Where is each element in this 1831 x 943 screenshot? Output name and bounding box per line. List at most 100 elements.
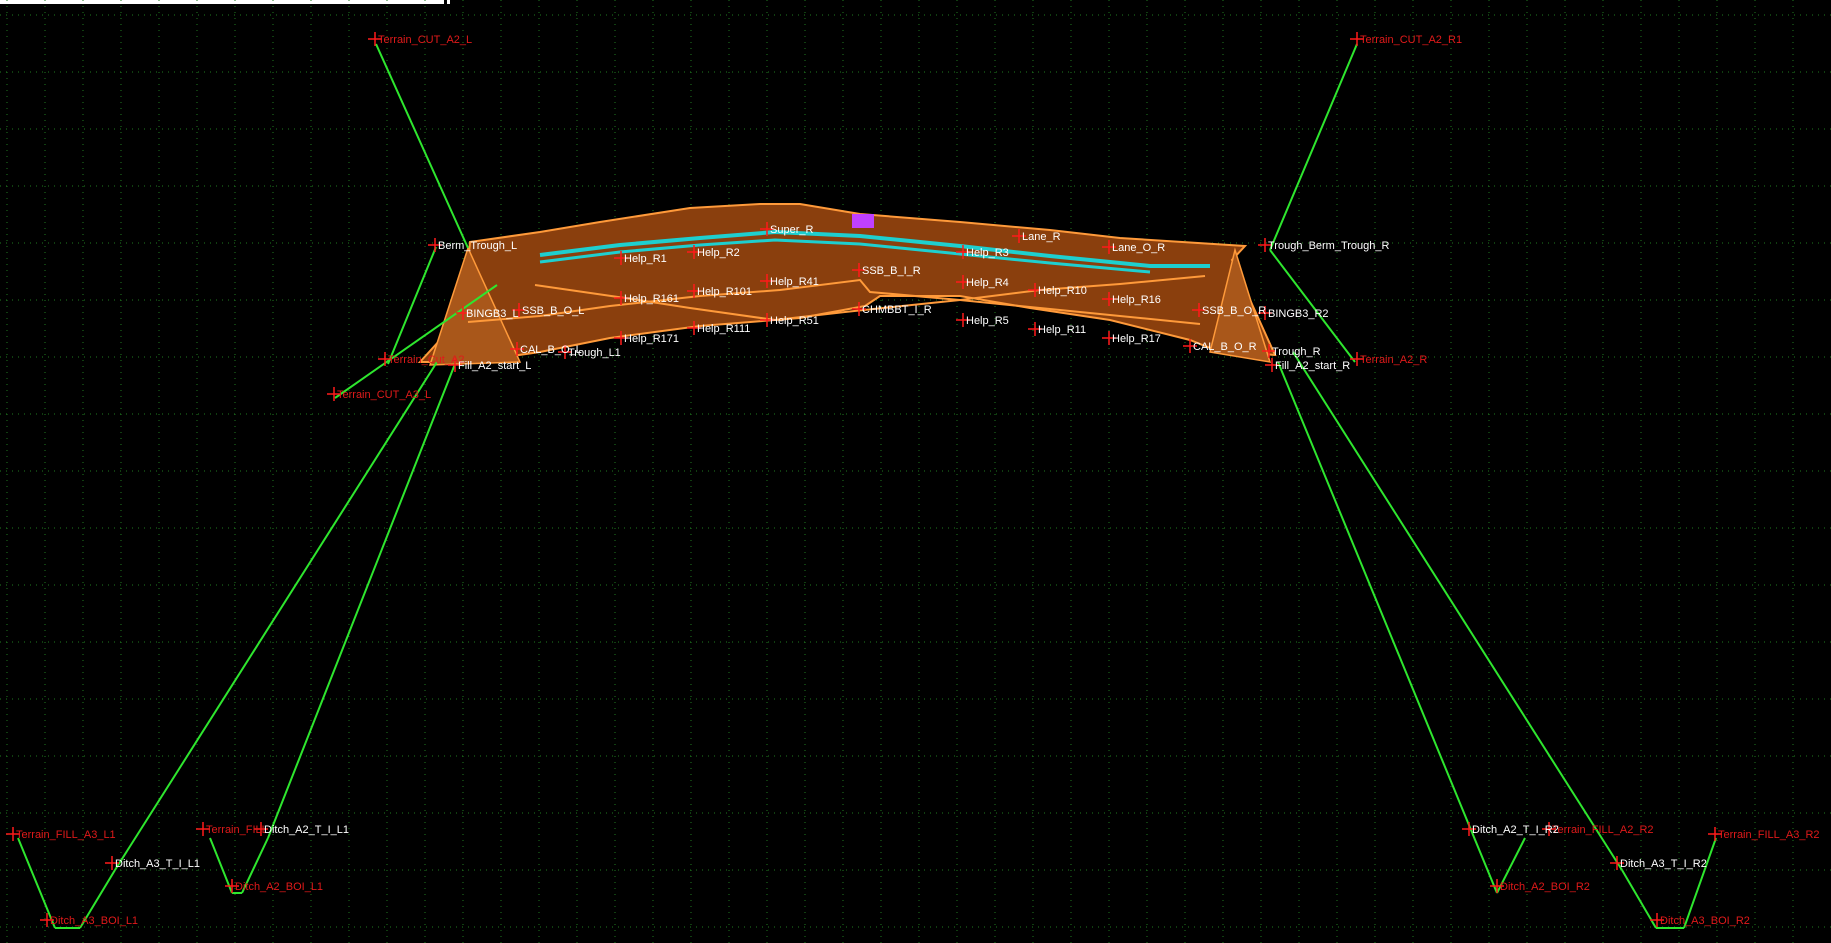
label-terrain-fill-a2-r2[interactable]: Terrain_FILL_A2_R2 bbox=[1552, 824, 1654, 836]
point-marker[interactable] bbox=[1192, 303, 1206, 317]
label-ditch-a2-t-i-l1[interactable]: Ditch_A2_T_I_L1 bbox=[264, 824, 349, 836]
point-marker[interactable] bbox=[687, 245, 701, 259]
point-marker[interactable] bbox=[512, 303, 526, 317]
point-marker[interactable] bbox=[1542, 822, 1556, 836]
label-lane-o-r[interactable]: Lane_O_R bbox=[1112, 242, 1165, 254]
label-chmbbt-i-r[interactable]: CHMBBT_I_R bbox=[862, 304, 932, 316]
label-ditch-a3-boi-l1[interactable]: Ditch_A3_BOI_L1 bbox=[50, 915, 138, 927]
label-ditch-a3-t-i-r2[interactable]: Ditch_A3_T_I_R2 bbox=[1620, 858, 1707, 870]
label-super-r[interactable]: Super_R bbox=[770, 224, 813, 236]
point-marker[interactable] bbox=[448, 358, 462, 372]
label-ditch-a3-t-i-l1[interactable]: Ditch_A3_T_I_L1 bbox=[115, 858, 200, 870]
label-help-r3[interactable]: Help_R3 bbox=[966, 247, 1009, 259]
point-marker[interactable] bbox=[1183, 339, 1197, 353]
label-ssb-b-o-l[interactable]: SSB_B_O_L bbox=[522, 305, 584, 317]
point-marker[interactable] bbox=[1708, 827, 1722, 841]
label-ssb-b-o-r[interactable]: SSB_B_O_R bbox=[1202, 305, 1266, 317]
point-marker[interactable] bbox=[254, 822, 268, 836]
point-marker[interactable] bbox=[760, 274, 774, 288]
point-marker[interactable] bbox=[760, 222, 774, 236]
point-marker[interactable] bbox=[1258, 238, 1272, 252]
label-help-r10[interactable]: Help_R10 bbox=[1038, 285, 1087, 297]
label-help-r5[interactable]: Help_R5 bbox=[966, 315, 1009, 327]
label-help-r41[interactable]: Help_R41 bbox=[770, 276, 819, 288]
point-marker[interactable] bbox=[225, 879, 239, 893]
point-marker[interactable] bbox=[687, 321, 701, 335]
point-marker[interactable] bbox=[1462, 822, 1476, 836]
label-ditch-a2-boi-l1[interactable]: Ditch_A2_BOI_L1 bbox=[235, 881, 323, 893]
point-marker[interactable] bbox=[614, 251, 628, 265]
point-marker[interactable] bbox=[1262, 344, 1276, 358]
point-marker[interactable] bbox=[852, 302, 866, 316]
label-terrain-cut-a2-l[interactable]: Terrain_CUT_A2_L bbox=[378, 34, 472, 46]
point-marker[interactable] bbox=[1028, 322, 1042, 336]
point-marker[interactable] bbox=[368, 32, 382, 46]
label-ditch-a2-boi-r2[interactable]: Ditch_A2_BOI_R2 bbox=[1500, 881, 1590, 893]
label-fill-a2-start-l[interactable]: Fill_A2_start_L bbox=[458, 360, 531, 372]
label-terrain-fill-a3-r2[interactable]: Terrain_FILL_A3_R2 bbox=[1718, 829, 1820, 841]
point-marker[interactable] bbox=[1028, 283, 1042, 297]
point-marker[interactable] bbox=[760, 313, 774, 327]
label-terrain-cut-a2[interactable]: Terrain_Cut_A2 bbox=[388, 354, 464, 366]
point-marker[interactable] bbox=[105, 856, 119, 870]
point-marker[interactable] bbox=[196, 822, 210, 836]
point-marker[interactable] bbox=[558, 345, 572, 359]
label-help-r2[interactable]: Help_R2 bbox=[697, 247, 740, 259]
label-help-r17[interactable]: Help_R17 bbox=[1112, 333, 1161, 345]
point-marker[interactable] bbox=[1102, 240, 1116, 254]
label-terrain-cut-a2-r1[interactable]: Terrain_CUT_A2_R1 bbox=[1360, 34, 1462, 46]
point-marker[interactable] bbox=[1610, 856, 1624, 870]
point-marker[interactable] bbox=[956, 275, 970, 289]
point-marker[interactable] bbox=[1102, 331, 1116, 345]
point-marker[interactable] bbox=[1012, 229, 1026, 243]
title-tick bbox=[444, 0, 447, 6]
point-marker[interactable] bbox=[956, 245, 970, 259]
point-marker[interactable] bbox=[378, 352, 392, 366]
point-marker[interactable] bbox=[456, 306, 470, 320]
point-marker[interactable] bbox=[1650, 913, 1664, 927]
label-ditch-a3-boi-r2[interactable]: Ditch_A3_BOI_R2 bbox=[1660, 915, 1750, 927]
point-marker[interactable] bbox=[614, 331, 628, 345]
point-marker[interactable] bbox=[1265, 358, 1279, 372]
point-marker[interactable] bbox=[6, 827, 20, 841]
label-help-r16[interactable]: Help_R16 bbox=[1112, 294, 1161, 306]
label-help-r51[interactable]: Help_R51 bbox=[770, 315, 819, 327]
label-help-r11[interactable]: Help_R11 bbox=[1038, 324, 1086, 336]
label-terrain-cut-a3-l[interactable]: Terrain_CUT_A3_L bbox=[337, 389, 431, 401]
label-help-r1[interactable]: Help_R1 bbox=[624, 253, 667, 265]
label-help-r101[interactable]: Help_R101 bbox=[697, 286, 752, 298]
label-trough-l1[interactable]: Trough_L1 bbox=[568, 347, 621, 359]
label-terrain-fill-a3-l1[interactable]: Terrain_FILL_A3_L1 bbox=[16, 829, 116, 841]
point-marker[interactable] bbox=[1490, 879, 1504, 893]
label-trough-berm-trough-r[interactable]: Trough_Berm_Trough_R bbox=[1268, 240, 1390, 252]
label-help-r161[interactable]: Help_R161 bbox=[624, 293, 679, 305]
label-terrain-a2-r[interactable]: Terrain_A2_R bbox=[1360, 354, 1427, 366]
label-trough-r[interactable]: Trough_R bbox=[1272, 346, 1321, 358]
label-bingb3-l[interactable]: BINGB3_L bbox=[466, 308, 519, 320]
point-marker[interactable] bbox=[1258, 306, 1272, 320]
point-marker[interactable] bbox=[40, 913, 54, 927]
point-marker[interactable] bbox=[510, 342, 524, 356]
point-marker[interactable] bbox=[1102, 292, 1116, 306]
point-marker[interactable] bbox=[852, 263, 866, 277]
point-marker[interactable] bbox=[428, 238, 442, 252]
point-marker[interactable] bbox=[327, 387, 341, 401]
label-cal-b-o-l[interactable]: CAL_B_O_L bbox=[520, 344, 582, 356]
label-ssb-b-i-r[interactable]: SSB_B_I_R bbox=[862, 265, 921, 277]
point-marker[interactable] bbox=[956, 313, 970, 327]
point-marker[interactable] bbox=[687, 284, 701, 298]
label-fill-a2-start-r[interactable]: Fill_A2_start_R bbox=[1275, 360, 1350, 372]
label-cal-b-o-r[interactable]: CAL_B_O_R bbox=[1193, 341, 1257, 353]
label-terrain-fill[interactable]: Terrain_FILL bbox=[206, 824, 268, 836]
point-marker[interactable] bbox=[1350, 352, 1364, 366]
label-bingb3-r2[interactable]: BINGB3_R2 bbox=[1268, 308, 1329, 320]
label-ditch-a2-t-i-r2[interactable]: Ditch_A2_T_I_R2 bbox=[1472, 824, 1559, 836]
label-berm-trough-l[interactable]: Berm_Trough_L bbox=[438, 240, 517, 252]
point-marker[interactable] bbox=[614, 291, 628, 305]
label-lane-r[interactable]: Lane_R bbox=[1022, 231, 1061, 243]
point-marker[interactable] bbox=[1350, 32, 1364, 46]
label-help-r4[interactable]: Help_R4 bbox=[966, 277, 1009, 289]
label-help-r111[interactable]: Help_R111 bbox=[697, 323, 750, 335]
label-help-r171[interactable]: Help_R171 bbox=[624, 333, 679, 345]
